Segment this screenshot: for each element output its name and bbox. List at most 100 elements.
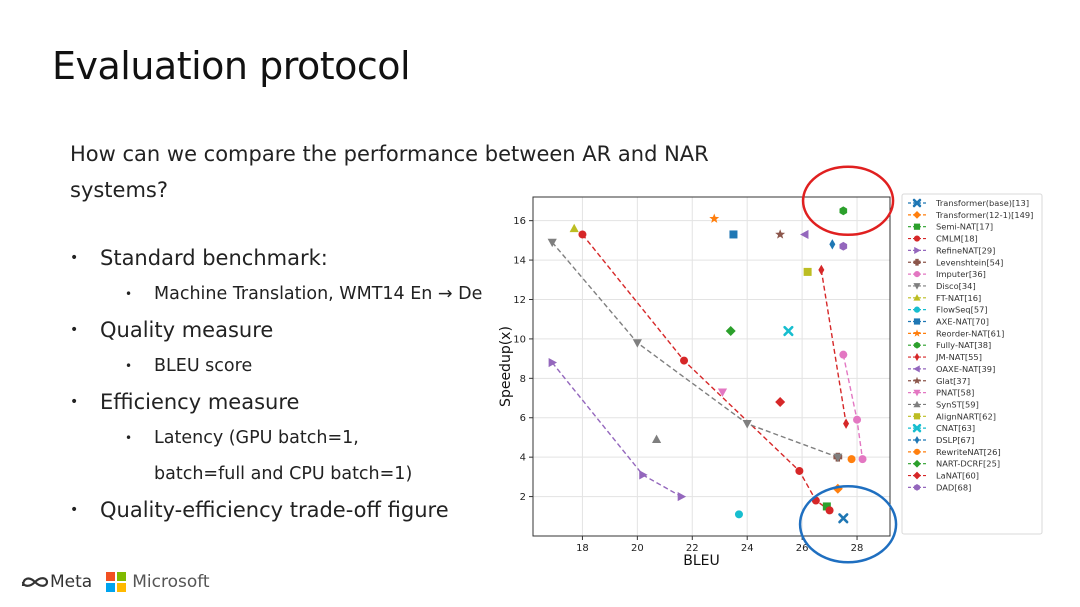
data-point-cmlm-18-0	[578, 230, 587, 239]
legend-label: LaNAT[60]	[936, 471, 979, 481]
legend-label: Glat[37]	[936, 376, 970, 386]
legend-item-rewritenat-26: RewriteNAT[26]	[908, 447, 1001, 457]
microsoft-label: Microsoft	[132, 572, 210, 592]
legend-marker	[913, 258, 921, 266]
legend-item-cmlm-18: CMLM[18]	[908, 234, 978, 244]
legend-label: Fully-NAT[38]	[936, 340, 991, 350]
legend-marker	[913, 389, 921, 397]
data-point-imputer-36-0	[839, 350, 848, 359]
legend-marker	[914, 341, 920, 349]
slide-title: Evaluation protocol	[52, 44, 411, 88]
sub-bullet-bleu-score: BLEU score	[70, 348, 530, 384]
legend-item-alignnart-62: AlignNART[62]	[908, 411, 996, 421]
data-point-disco-34-2	[742, 420, 752, 429]
legend-label: RefineNAT[29]	[936, 245, 995, 255]
legend-label: NART-DCRF[25]	[936, 459, 1000, 469]
x-tick-label: 18	[576, 543, 589, 554]
data-point-pnat-58-0	[717, 388, 728, 397]
legend-item-oaxe-nat-39: OAXE-NAT[39]	[908, 364, 995, 374]
meta-logo: Meta	[20, 572, 92, 592]
x-tick-label: 22	[686, 543, 699, 554]
legend-label: JM-NAT[55]	[935, 352, 982, 362]
data-point-levenshtein-54-0	[833, 452, 843, 462]
legend-item-flowseq-57: FlowSeq[57]	[908, 305, 988, 315]
legend-marker	[912, 423, 922, 433]
bullet-standard-benchmark: Standard benchmark:	[70, 240, 530, 276]
legend-marker	[913, 329, 921, 337]
bullet-list: Standard benchmark: Machine Translation,…	[70, 240, 530, 528]
legend-item-cnat-63: CNAT[63]	[908, 423, 975, 433]
microsoft-logo: Microsoft	[106, 572, 210, 592]
legend-marker	[913, 283, 921, 290]
data-point-axe-nat-70-0	[729, 230, 738, 239]
data-point-disco-34-3	[833, 453, 843, 462]
highlight-circle-bottom	[798, 485, 898, 564]
data-point-disco-34-1	[632, 339, 642, 348]
legend-label: Levenshtein[54]	[936, 257, 1003, 267]
plot-frame	[532, 196, 891, 537]
legend-label: FT-NAT[16]	[936, 293, 981, 303]
legend-label: OAXE-NAT[39]	[936, 364, 995, 374]
data-point-ft-nat-16-0	[569, 223, 579, 233]
legend-marker	[913, 223, 921, 230]
data-point-reorder-nat-61-0	[709, 213, 720, 223]
data-point-imputer-36-1	[853, 415, 862, 424]
x-tick-label: 24	[741, 543, 754, 554]
data-point-oaxe-nat-39-0	[800, 229, 809, 240]
data-point-semi-nat-17-0	[822, 502, 831, 511]
footer-logos: Meta Microsoft	[20, 572, 210, 592]
legend-marker	[913, 365, 920, 373]
series-line-imputer-36	[842, 354, 864, 460]
legend-item-imputer-36: Imputer[36]	[908, 269, 986, 279]
legend-item-nart-dcrf-25: NART-DCRF[25]	[908, 459, 1000, 469]
legend-marker	[913, 471, 921, 480]
legend-label: Transformer(12-1)[149]	[935, 210, 1033, 220]
highlight-circle-top	[801, 165, 895, 237]
data-point-cmlm-18-4	[825, 506, 834, 515]
bullet-efficiency-measure: Efficiency measure	[70, 384, 530, 420]
meta-infinity-icon	[21, 577, 49, 587]
data-point-transformer-base-13-0	[838, 513, 849, 524]
data-point-nart-dcrf-25-0	[725, 326, 736, 337]
microsoft-squares-icon	[106, 572, 127, 592]
legend-label: PNAT[58]	[936, 388, 974, 398]
legend-item-synst-59: SynST[59]	[908, 399, 979, 409]
bullet-trade-off-figure: Quality-efficiency trade-off figure	[70, 492, 530, 528]
legend-marker	[913, 294, 921, 301]
legend-label: CMLM[18]	[936, 234, 978, 244]
data-point-imputer-36-2	[858, 455, 867, 464]
data-point-synst-59-0	[651, 434, 662, 444]
legend-marker	[914, 483, 920, 491]
legend-item-disco-34: Disco[34]	[908, 281, 976, 291]
sub-bullet-machine-translation: Machine Translation, WMT14 En → De	[70, 276, 530, 312]
legend-label: DAD[68]	[936, 482, 971, 492]
legend-label: Transformer(base)[13]	[935, 198, 1029, 208]
legend-marker	[913, 448, 921, 455]
data-point-disco-34-0	[547, 238, 557, 248]
data-point-refinenat-29-1	[639, 470, 648, 480]
legend-marker	[913, 376, 921, 385]
legend-label: Disco[34]	[936, 281, 976, 291]
legend-item-glat-37: Glat[37]	[908, 376, 970, 386]
data-point-lanat-60-0	[775, 396, 786, 407]
data-point-glat-37-0	[775, 229, 786, 239]
data-point-refinenat-29-0	[548, 357, 558, 368]
legend-item-dslp-67: DSLP[67]	[908, 435, 974, 445]
legend-item-ft-nat-16: FT-NAT[16]	[908, 293, 981, 303]
data-point-cmlm-18-3	[811, 496, 820, 505]
legend-item-levenshtein-54: Levenshtein[54]	[908, 257, 1003, 267]
legend-marker	[913, 413, 921, 420]
data-point-jm-nat-55-0	[818, 264, 825, 276]
bullet-quality-measure: Quality measure	[70, 312, 530, 348]
data-point-flowseq-57-0	[734, 510, 743, 519]
legend-item-refinenat-29: RefineNAT[29]	[908, 245, 995, 255]
sub-bullet-latency-continued: batch=full and CPU batch=1)	[154, 464, 413, 484]
data-point-fully-nat-38-0	[839, 206, 848, 216]
legend-marker	[912, 198, 922, 208]
legend-item-jm-nat-55: JM-NAT[55]	[908, 352, 982, 362]
data-point-cnat-63-0	[783, 325, 794, 337]
data-point-transformer-12-1-149-0	[832, 483, 843, 494]
series-line-jm-nat-55	[820, 269, 847, 424]
legend-marker	[914, 353, 920, 362]
series-line-cmlm-18	[581, 233, 831, 511]
